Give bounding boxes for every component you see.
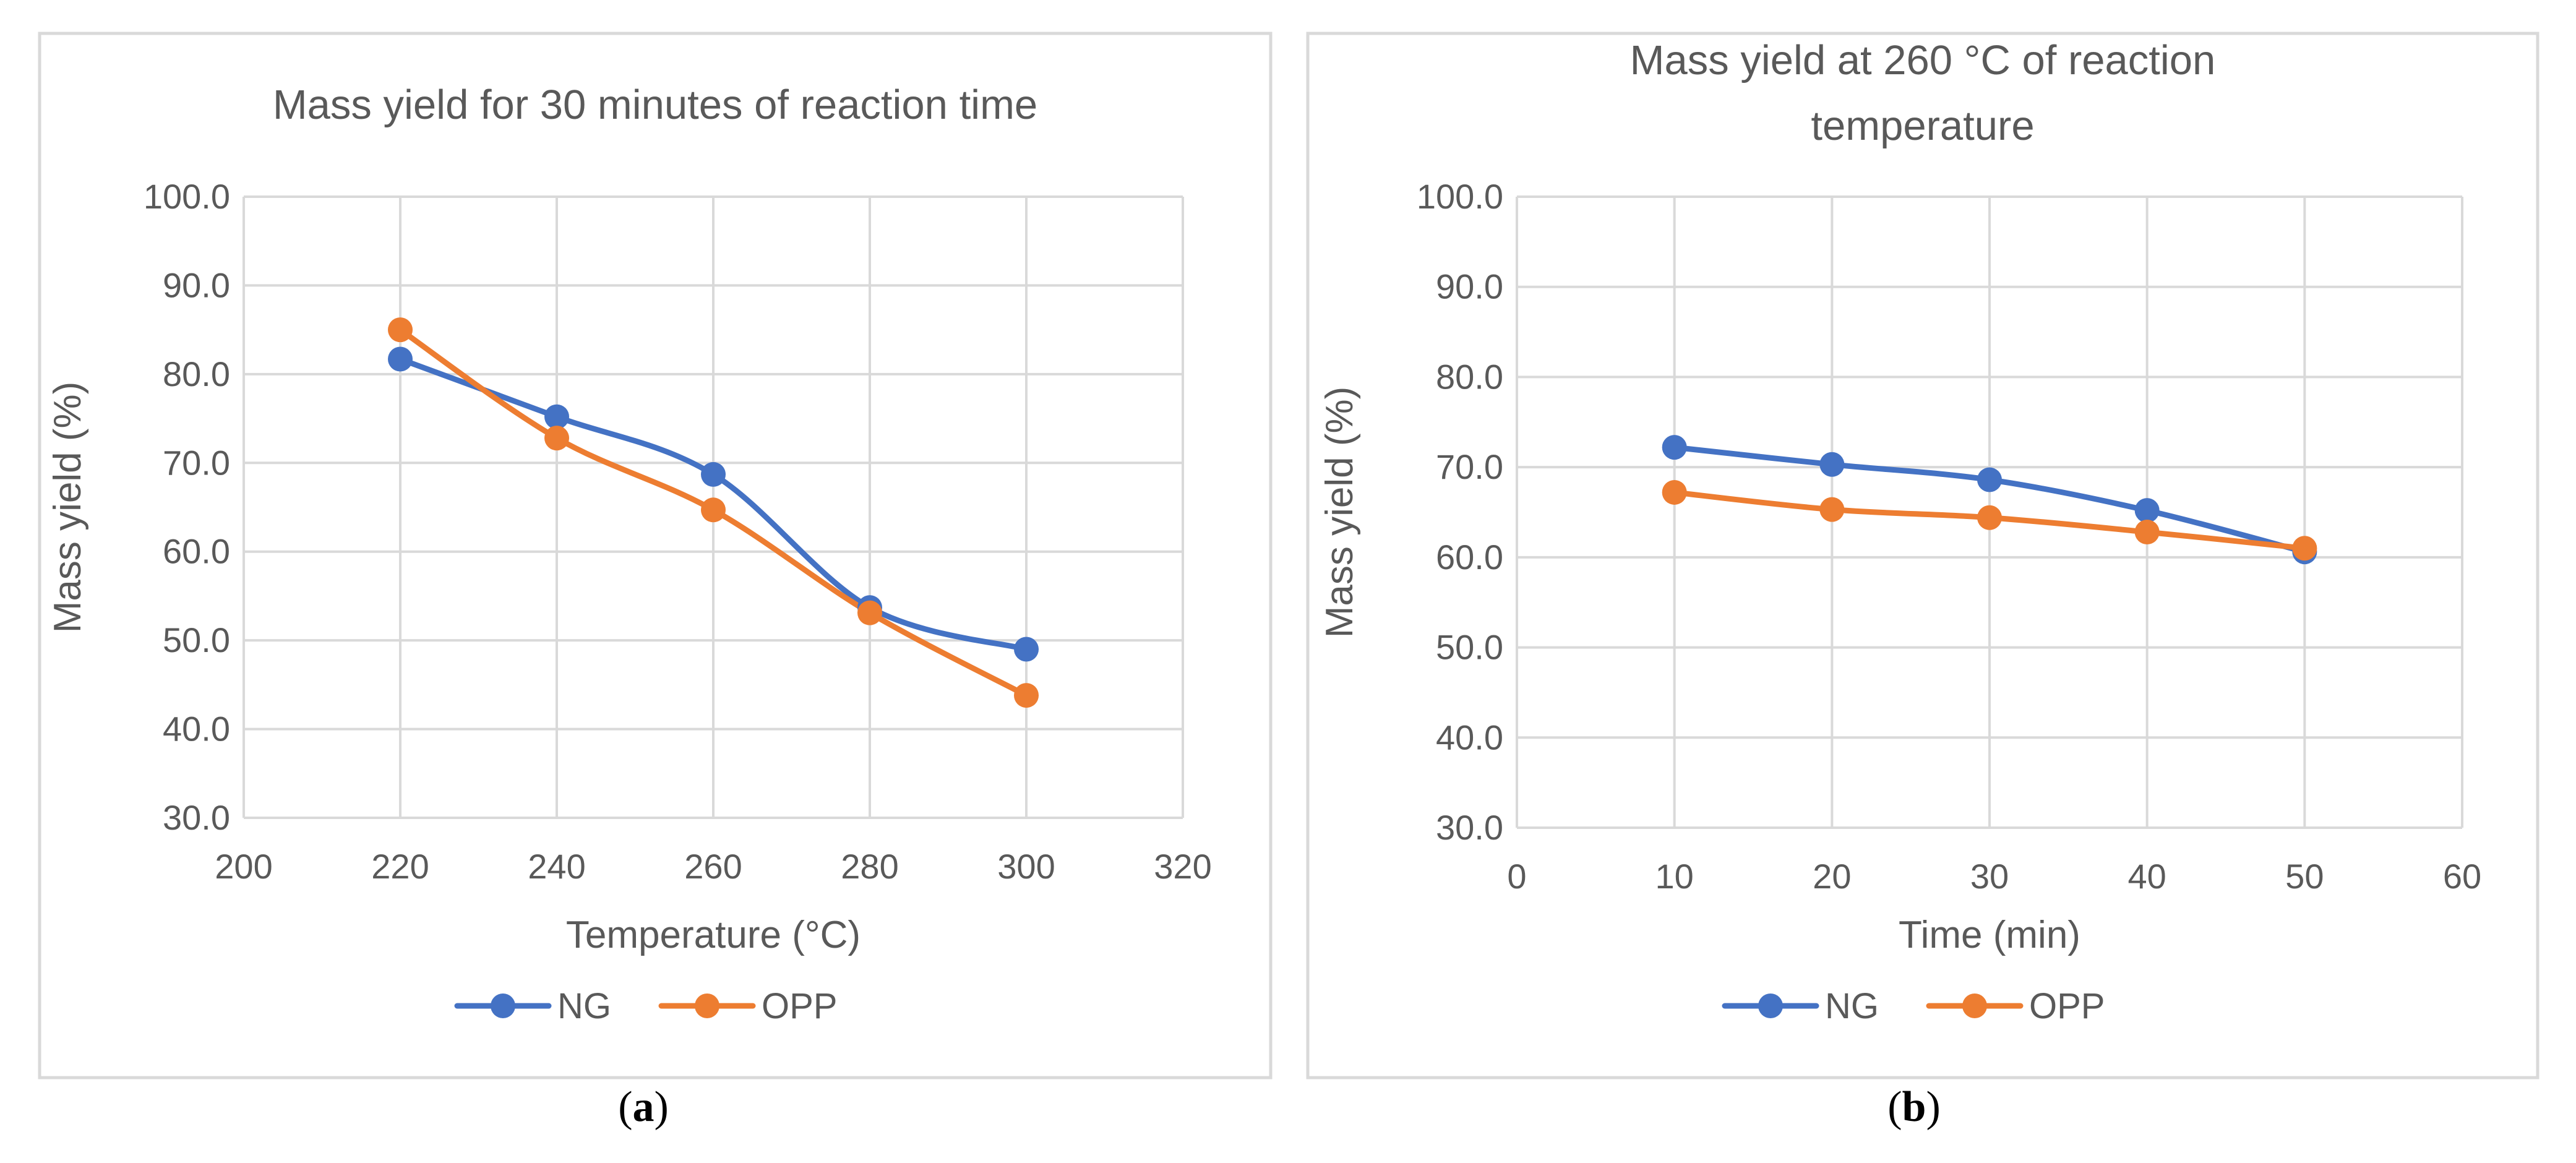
chart-title: temperature bbox=[1811, 103, 2034, 149]
data-point-ng bbox=[1819, 452, 1845, 477]
x-tick-label: 0 bbox=[1507, 857, 1526, 896]
legend-label: NG bbox=[1825, 986, 1879, 1026]
data-point-opp bbox=[1014, 683, 1039, 708]
chart-frame bbox=[1306, 32, 2540, 1079]
data-point-opp bbox=[2134, 520, 2160, 545]
x-tick-label: 300 bbox=[997, 847, 1055, 886]
y-tick-label: 60.0 bbox=[1436, 538, 1503, 577]
legend-item-ng: NG bbox=[1722, 986, 1879, 1026]
panel-caption: (b) bbox=[1887, 1083, 1941, 1131]
data-point-ng bbox=[1662, 435, 1687, 460]
x-tick-label: 320 bbox=[1154, 847, 1211, 886]
y-tick-label: 80.0 bbox=[163, 354, 230, 393]
panel-caption: (a) bbox=[618, 1083, 669, 1131]
x-tick-label: 20 bbox=[1813, 857, 1851, 896]
y-tick-label: 100.0 bbox=[1417, 177, 1503, 216]
data-point-opp bbox=[388, 317, 413, 343]
legend-label: NG bbox=[557, 986, 611, 1026]
data-point-ng bbox=[1014, 637, 1039, 662]
data-point-opp bbox=[701, 497, 726, 523]
data-point-opp bbox=[2292, 536, 2317, 561]
y-tick-label: 50.0 bbox=[1436, 628, 1503, 667]
chart-title: Mass yield at 260 °C of reaction bbox=[1630, 37, 2216, 84]
y-tick-label: 70.0 bbox=[163, 443, 230, 482]
x-tick-label: 240 bbox=[528, 847, 585, 886]
y-tick-label: 40.0 bbox=[1436, 718, 1503, 757]
data-point-opp bbox=[1662, 479, 1687, 505]
legend-item-ng: NG bbox=[454, 986, 611, 1026]
legend-item-opp: OPP bbox=[658, 986, 838, 1026]
data-point-opp bbox=[1977, 505, 2002, 530]
legend-marker bbox=[491, 993, 515, 1018]
y-tick-label: 40.0 bbox=[163, 710, 230, 749]
y-tick-label: 70.0 bbox=[1436, 447, 1503, 486]
x-tick-label: 260 bbox=[684, 847, 742, 886]
x-tick-label: 200 bbox=[215, 847, 272, 886]
data-point-opp bbox=[544, 426, 569, 451]
legend-label: OPP bbox=[762, 986, 838, 1026]
y-tick-label: 60.0 bbox=[163, 532, 230, 571]
chart-title: Mass yield for 30 minutes of reaction ti… bbox=[273, 82, 1037, 128]
x-tick-label: 40 bbox=[2128, 857, 2166, 896]
chart-panel-a: Mass yield for 30 minutes of reaction ti… bbox=[38, 32, 1273, 1079]
x-tick-label: 10 bbox=[1655, 857, 1694, 896]
data-point-ng bbox=[701, 461, 726, 487]
data-point-ng bbox=[388, 346, 413, 372]
y-tick-label: 90.0 bbox=[1436, 267, 1503, 306]
legend-item-opp: OPP bbox=[1926, 986, 2105, 1026]
legend-marker bbox=[1962, 993, 1987, 1018]
y-tick-label: 50.0 bbox=[163, 620, 230, 659]
data-point-opp bbox=[1819, 497, 1845, 522]
y-axis-label: Mass yield (%) bbox=[46, 382, 89, 633]
x-tick-label: 60 bbox=[2443, 857, 2481, 896]
y-tick-label: 30.0 bbox=[1436, 808, 1503, 847]
x-tick-label: 50 bbox=[2285, 857, 2324, 896]
x-axis-label: Time (min) bbox=[1899, 914, 2080, 956]
y-tick-label: 30.0 bbox=[163, 798, 230, 837]
legend-marker bbox=[695, 993, 719, 1018]
data-point-opp bbox=[857, 600, 882, 625]
y-tick-label: 90.0 bbox=[163, 265, 230, 304]
x-tick-label: 280 bbox=[841, 847, 898, 886]
data-point-ng bbox=[544, 404, 569, 429]
y-tick-label: 100.0 bbox=[144, 177, 230, 216]
data-point-ng bbox=[1977, 467, 2002, 492]
x-tick-label: 30 bbox=[1970, 857, 2009, 896]
y-tick-label: 80.0 bbox=[1436, 357, 1503, 396]
x-tick-label: 220 bbox=[371, 847, 429, 886]
legend-label: OPP bbox=[2029, 986, 2105, 1026]
x-axis-label: Temperature (°C) bbox=[566, 914, 861, 956]
data-point-ng bbox=[2134, 498, 2160, 523]
legend-marker bbox=[1758, 993, 1783, 1018]
y-axis-label: Mass yield (%) bbox=[1318, 387, 1361, 638]
chart-panel-b: Mass yield at 260 °C of reaction temperat… bbox=[1306, 32, 2540, 1079]
